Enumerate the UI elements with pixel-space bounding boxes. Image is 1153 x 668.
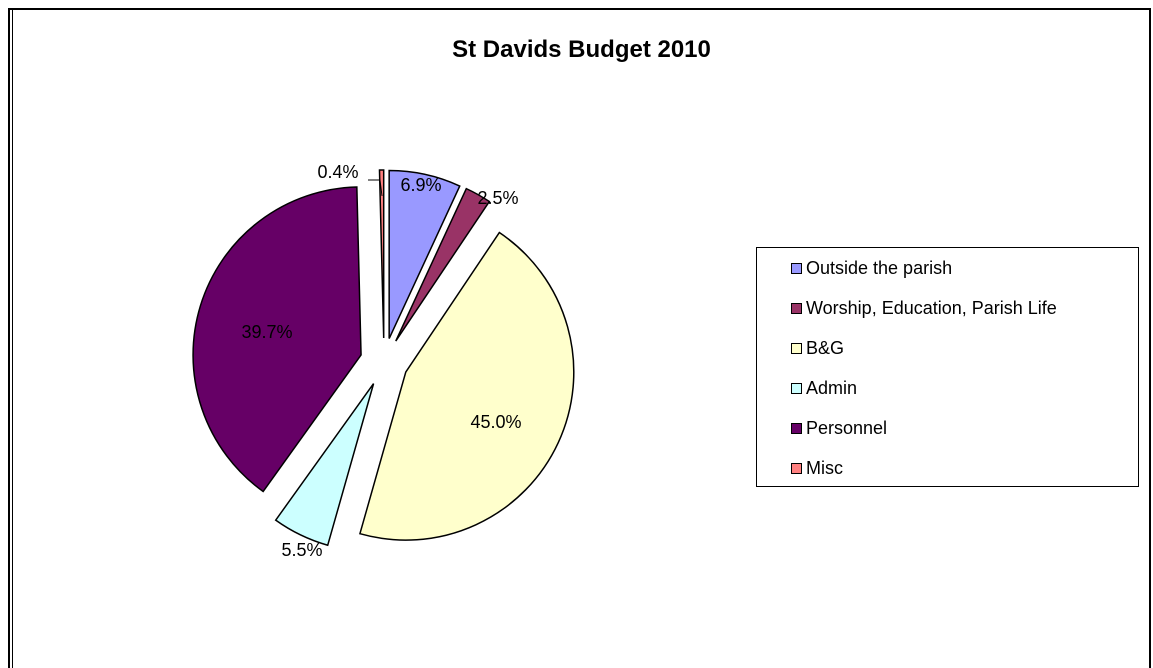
legend-swatch: [791, 462, 802, 474]
pie-data-label: 0.4%: [317, 162, 358, 182]
pie-data-label: 39.7%: [241, 322, 292, 342]
legend-swatch: [791, 382, 802, 394]
chart-title: St Davids Budget 2010: [452, 36, 711, 63]
legend-item-personnel: Personnel: [791, 416, 887, 440]
legend-label: Worship, Education, Parish Life: [806, 297, 1057, 318]
pie-slice-misc: [378, 169, 385, 339]
legend-item-bg: B&G: [791, 336, 844, 360]
pie-data-label: 2.5%: [477, 188, 518, 208]
legend-label: Admin: [806, 377, 858, 398]
legend-swatch: [791, 302, 802, 314]
legend-label: Outside the parish: [806, 257, 953, 278]
pie-slice-b-g: [358, 231, 575, 541]
legend-item-worship-education-parish-life: Worship, Education, Parish Life: [791, 296, 1057, 320]
legend-item-admin: Admin: [791, 376, 857, 400]
pie-labels: 6.9% 2.5% 45.0% 5.5% 39.7% 0.4%: [241, 162, 521, 560]
legend-swatch: [791, 422, 802, 434]
pie-slice-admin: [274, 383, 375, 547]
pie-slices: [192, 169, 575, 547]
pie-slice-worship-education-parish-life: [395, 187, 491, 342]
legend-label: Misc: [806, 457, 843, 478]
chart-frame-inner-line: [12, 8, 13, 668]
pie-slice-outside-the-parish: [388, 169, 461, 339]
legend-label: Personnel: [806, 417, 888, 438]
pie-data-label: 5.5%: [281, 540, 322, 560]
pie-data-label: 6.9%: [400, 175, 441, 195]
legend-label: B&G: [806, 337, 845, 358]
chart-frame: [8, 8, 1151, 668]
legend-item-misc: Misc: [791, 456, 843, 480]
legend-swatch: [791, 342, 802, 354]
legend: Outside the parish Worship, Education, P…: [756, 247, 1139, 487]
legend-swatch: [791, 262, 802, 274]
pie-slice-personnel: [192, 186, 362, 493]
pie-data-label: 45.0%: [470, 412, 521, 432]
leader-line-misc: [368, 179, 383, 197]
pie-chart: 6.9% 2.5% 45.0% 5.5% 39.7% 0.4%: [192, 162, 575, 560]
legend-item-outside-the-parish: Outside the parish: [791, 256, 952, 280]
